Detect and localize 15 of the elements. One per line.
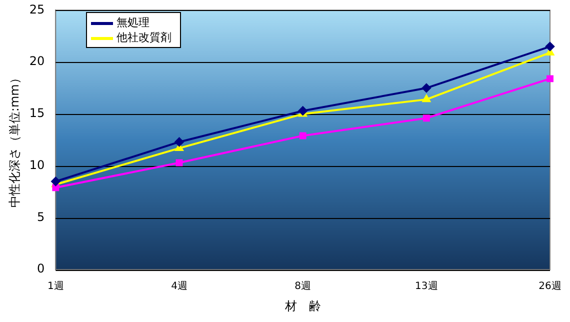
y-tick-label: 0 — [37, 262, 45, 276]
x-axis-title: 材 齢 — [284, 298, 321, 313]
y-tick-label: 25 — [29, 2, 45, 16]
x-tick-label: 8週 — [294, 281, 312, 292]
legend-label: 無処理 — [116, 16, 150, 30]
x-tick-label: 26週 — [538, 281, 562, 292]
x-tick-label: 13週 — [415, 281, 438, 292]
y-tick-label: 20 — [29, 54, 45, 68]
x-tick-label: 4週 — [171, 281, 188, 292]
y-axis-title: 中性化深さ（単位:mm） — [7, 72, 22, 208]
legend-label: 他社改質剤 — [116, 31, 172, 44]
y-tick-label: 5 — [37, 210, 45, 224]
x-tick-label: 1週 — [47, 281, 64, 292]
y-tick-label: 10 — [29, 158, 45, 172]
y-tick-label: 15 — [29, 106, 45, 120]
